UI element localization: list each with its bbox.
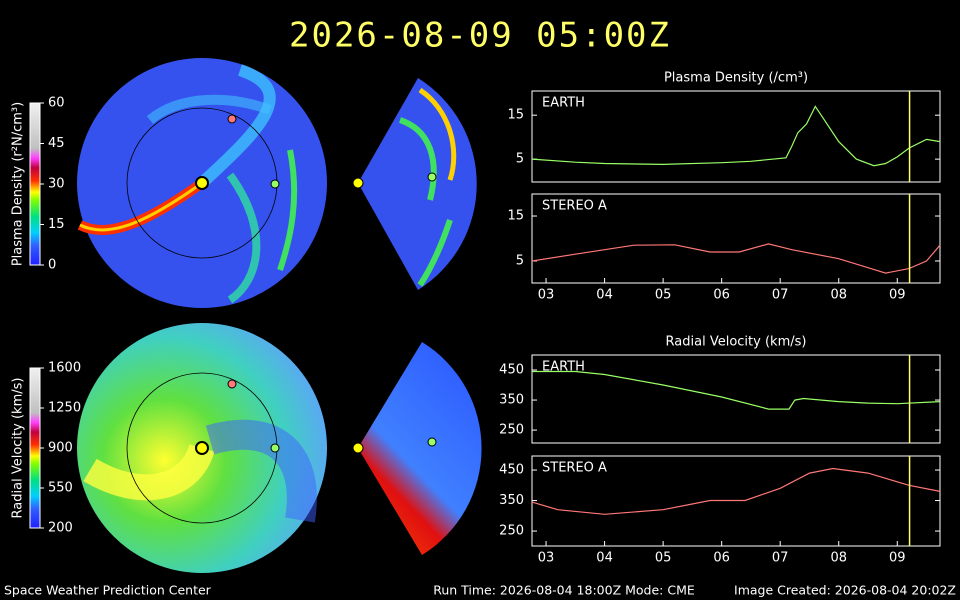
x-tick-label: 03	[538, 551, 555, 566]
colorbar-label: Plasma Density (r²N/cm³)	[11, 102, 26, 266]
x-tick-label: 06	[713, 551, 730, 566]
y-tick-label: 450	[499, 463, 524, 478]
colorbar-tick-label: 0	[48, 258, 56, 273]
colorbar-tick-label: 30	[48, 177, 65, 192]
colorbar-label: Radial Velocity (km/s)	[11, 378, 26, 519]
x-tick-label: 04	[596, 551, 613, 566]
series-label: STEREO A	[542, 199, 607, 214]
x-tick-label: 05	[655, 288, 672, 303]
colorbar-tick-label: 45	[48, 136, 65, 151]
x-tick-label: 07	[772, 288, 789, 303]
plot-frame	[531, 193, 941, 284]
plot-frame	[531, 354, 941, 444]
velocity-disk	[77, 323, 482, 573]
x-tick-label: 06	[713, 288, 730, 303]
x-tick-label: 08	[830, 551, 847, 566]
colorbar	[29, 367, 41, 529]
x-tick-label: 09	[889, 551, 906, 566]
plot-frame	[531, 90, 941, 183]
colorbar-tick-label: 900	[48, 441, 73, 456]
x-tick-label: 07	[772, 551, 789, 566]
colorbar-tick-label: 200	[48, 521, 73, 536]
x-tick-label: 05	[655, 551, 672, 566]
x-tick-label: 04	[596, 288, 613, 303]
series-label: STEREO A	[542, 461, 607, 476]
data-line	[532, 370, 941, 410]
colorbar-tick-label: 15	[48, 217, 65, 232]
colorbar-tick-label: 1250	[48, 401, 81, 416]
footer-left: Space Weather Prediction Center	[4, 583, 212, 598]
y-tick-label: 5	[516, 152, 524, 167]
y-tick-label: 350	[499, 393, 524, 408]
series-label: EARTH	[542, 96, 585, 111]
colorbar	[29, 102, 41, 266]
x-tick-label: 08	[830, 288, 847, 303]
data-line	[531, 467, 941, 515]
data-line	[531, 105, 941, 167]
y-tick-label: 250	[499, 423, 524, 438]
y-tick-label: 350	[499, 493, 524, 508]
y-tick-label: 5	[516, 253, 524, 268]
colorbar-tick-label: 550	[48, 481, 73, 496]
y-tick-label: 450	[499, 363, 524, 378]
chart-title: Radial Velocity (km/s)	[666, 335, 807, 350]
y-tick-label: 15	[507, 209, 524, 224]
page-title: 2026-08-09 05:00Z	[289, 16, 671, 56]
footer-center: Run Time: 2026-08-04 18:00Z Mode: CME	[433, 583, 695, 598]
y-tick-label: 15	[507, 108, 524, 123]
density-disk	[77, 58, 477, 308]
series-label: EARTH	[542, 360, 585, 375]
footer-right: Image Created: 2026-08-04 20:02Z	[734, 583, 956, 598]
chart-title: Plasma Density (/cm³)	[664, 71, 808, 86]
colorbar-tick-label: 60	[48, 96, 65, 111]
colorbar-tick-label: 1600	[48, 361, 81, 376]
x-tick-label: 03	[538, 288, 555, 303]
y-tick-label: 250	[499, 524, 524, 539]
data-line	[531, 243, 941, 274]
x-tick-label: 09	[889, 288, 906, 303]
